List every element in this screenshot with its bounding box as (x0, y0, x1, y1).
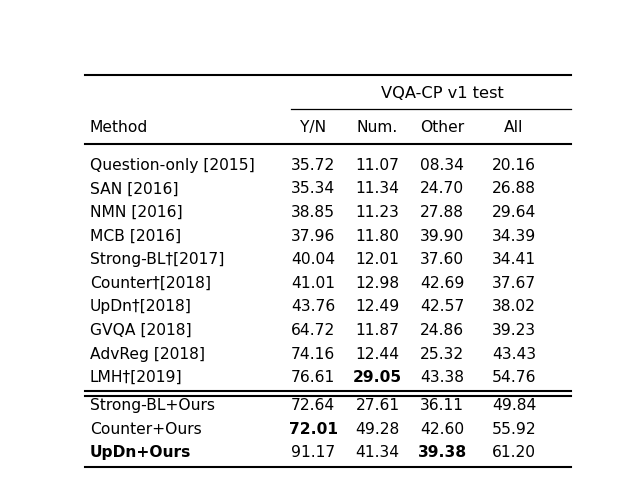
Text: 43.43: 43.43 (492, 346, 536, 361)
Text: 91.17: 91.17 (291, 444, 335, 459)
Text: 40.04: 40.04 (291, 252, 335, 267)
Text: 11.34: 11.34 (356, 181, 399, 196)
Text: 35.34: 35.34 (291, 181, 335, 196)
Text: 12.49: 12.49 (355, 299, 400, 314)
Text: 12.44: 12.44 (356, 346, 399, 361)
Text: Strong-BL†[2017]: Strong-BL†[2017] (90, 252, 224, 267)
Text: 55.92: 55.92 (492, 421, 536, 436)
Text: 39.90: 39.90 (420, 228, 464, 243)
Text: 39.23: 39.23 (492, 322, 536, 337)
Text: 37.67: 37.67 (492, 275, 536, 290)
Text: 27.61: 27.61 (356, 397, 399, 412)
Text: 12.01: 12.01 (356, 252, 399, 267)
Text: 39.38: 39.38 (417, 444, 467, 459)
Text: 29.05: 29.05 (353, 369, 402, 384)
Text: Method: Method (90, 120, 148, 135)
Text: 20.16: 20.16 (492, 157, 536, 172)
Text: LMH†[2019]: LMH†[2019] (90, 369, 182, 384)
Text: 42.69: 42.69 (420, 275, 464, 290)
Text: 24.86: 24.86 (420, 322, 464, 337)
Text: 26.88: 26.88 (492, 181, 536, 196)
Text: 25.32: 25.32 (420, 346, 464, 361)
Text: 11.23: 11.23 (356, 204, 399, 219)
Text: 43.76: 43.76 (291, 299, 335, 314)
Text: VQA-CP v1 test: VQA-CP v1 test (381, 86, 504, 100)
Text: 29.64: 29.64 (492, 204, 536, 219)
Text: 27.88: 27.88 (420, 204, 464, 219)
Text: 72.64: 72.64 (291, 397, 335, 412)
Text: Counter+Ours: Counter+Ours (90, 421, 202, 436)
Text: 11.07: 11.07 (356, 157, 399, 172)
Text: 11.80: 11.80 (356, 228, 399, 243)
Text: UpDn+Ours: UpDn+Ours (90, 444, 191, 459)
Text: SAN [2016]: SAN [2016] (90, 181, 179, 196)
Text: 49.84: 49.84 (492, 397, 536, 412)
Text: 41.34: 41.34 (356, 444, 399, 459)
Text: 34.41: 34.41 (492, 252, 536, 267)
Text: All: All (504, 120, 524, 135)
Text: 34.39: 34.39 (492, 228, 536, 243)
Text: 74.16: 74.16 (291, 346, 335, 361)
Text: Question-only [2015]: Question-only [2015] (90, 157, 255, 172)
Text: 36.11: 36.11 (420, 397, 464, 412)
Text: 37.96: 37.96 (291, 228, 335, 243)
Text: 38.85: 38.85 (291, 204, 335, 219)
Text: 72.01: 72.01 (289, 421, 338, 436)
Text: 41.01: 41.01 (291, 275, 335, 290)
Text: 38.02: 38.02 (492, 299, 536, 314)
Text: GVQA [2018]: GVQA [2018] (90, 322, 191, 337)
Text: Num.: Num. (357, 120, 398, 135)
Text: 24.70: 24.70 (420, 181, 464, 196)
Text: MCB [2016]: MCB [2016] (90, 228, 181, 243)
Text: 12.98: 12.98 (356, 275, 399, 290)
Text: 35.72: 35.72 (291, 157, 335, 172)
Text: AdvReg [2018]: AdvReg [2018] (90, 346, 205, 361)
Text: 76.61: 76.61 (291, 369, 335, 384)
Text: 08.34: 08.34 (420, 157, 464, 172)
Text: 11.87: 11.87 (356, 322, 399, 337)
Text: Other: Other (420, 120, 464, 135)
Text: 42.57: 42.57 (420, 299, 464, 314)
Text: 64.72: 64.72 (291, 322, 335, 337)
Text: 54.76: 54.76 (492, 369, 536, 384)
Text: Counter†[2018]: Counter†[2018] (90, 275, 211, 290)
Text: 61.20: 61.20 (492, 444, 536, 459)
Text: UpDn†[2018]: UpDn†[2018] (90, 299, 192, 314)
Text: 49.28: 49.28 (355, 421, 400, 436)
Text: 37.60: 37.60 (420, 252, 464, 267)
Text: Y/N: Y/N (300, 120, 326, 135)
Text: NMN [2016]: NMN [2016] (90, 204, 182, 219)
Text: 43.38: 43.38 (420, 369, 464, 384)
Text: Strong-BL+Ours: Strong-BL+Ours (90, 397, 215, 412)
Text: 42.60: 42.60 (420, 421, 464, 436)
